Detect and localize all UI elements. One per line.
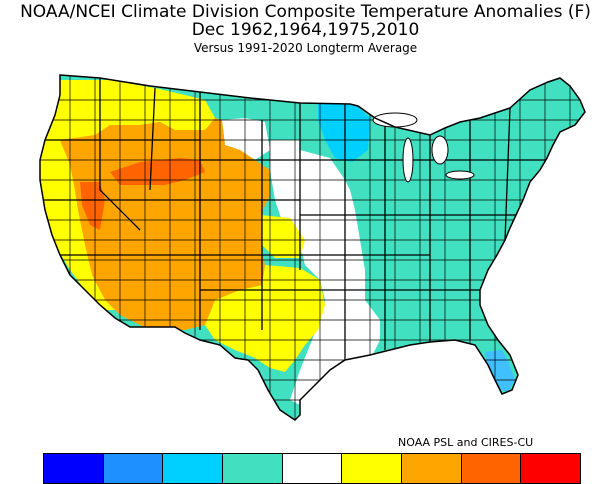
region-northern-rockies-white (222, 118, 270, 160)
lake-erie (445, 170, 475, 180)
region-great-basin (80, 182, 105, 230)
legend-swatch-3 (162, 453, 224, 484)
map-baseline: Versus 1991-2020 Longterm Average (193, 41, 418, 55)
region-upper-midwest (318, 100, 370, 162)
credit-text: NOAA PSL and CIRES-CU (398, 436, 534, 449)
legend-swatch-6 (341, 453, 403, 484)
legend-swatch-8 (460, 453, 522, 484)
region-kansas-yellow (260, 215, 305, 258)
region-wyoming-idaho (110, 158, 205, 185)
us-outline (39, 74, 586, 421)
legend-swatch-5 (281, 453, 343, 484)
lake-huron (431, 135, 449, 165)
legend-swatch-9 (520, 453, 582, 484)
state-boundaries (40, 78, 585, 360)
map-period: Dec 1962,1964,1975,2010 (191, 20, 420, 40)
lake-michigan (402, 137, 414, 183)
legend-swatch-2 (102, 453, 164, 484)
color-legend (43, 453, 582, 484)
region-west-interior (60, 118, 270, 330)
legend-swatch-1 (43, 453, 104, 484)
legend-swatch-7 (401, 453, 462, 484)
map-title: NOAA/NCEI Climate Division Composite Tem… (20, 2, 591, 22)
legend-swatch-4 (222, 453, 283, 484)
region-central-plains (270, 140, 380, 405)
